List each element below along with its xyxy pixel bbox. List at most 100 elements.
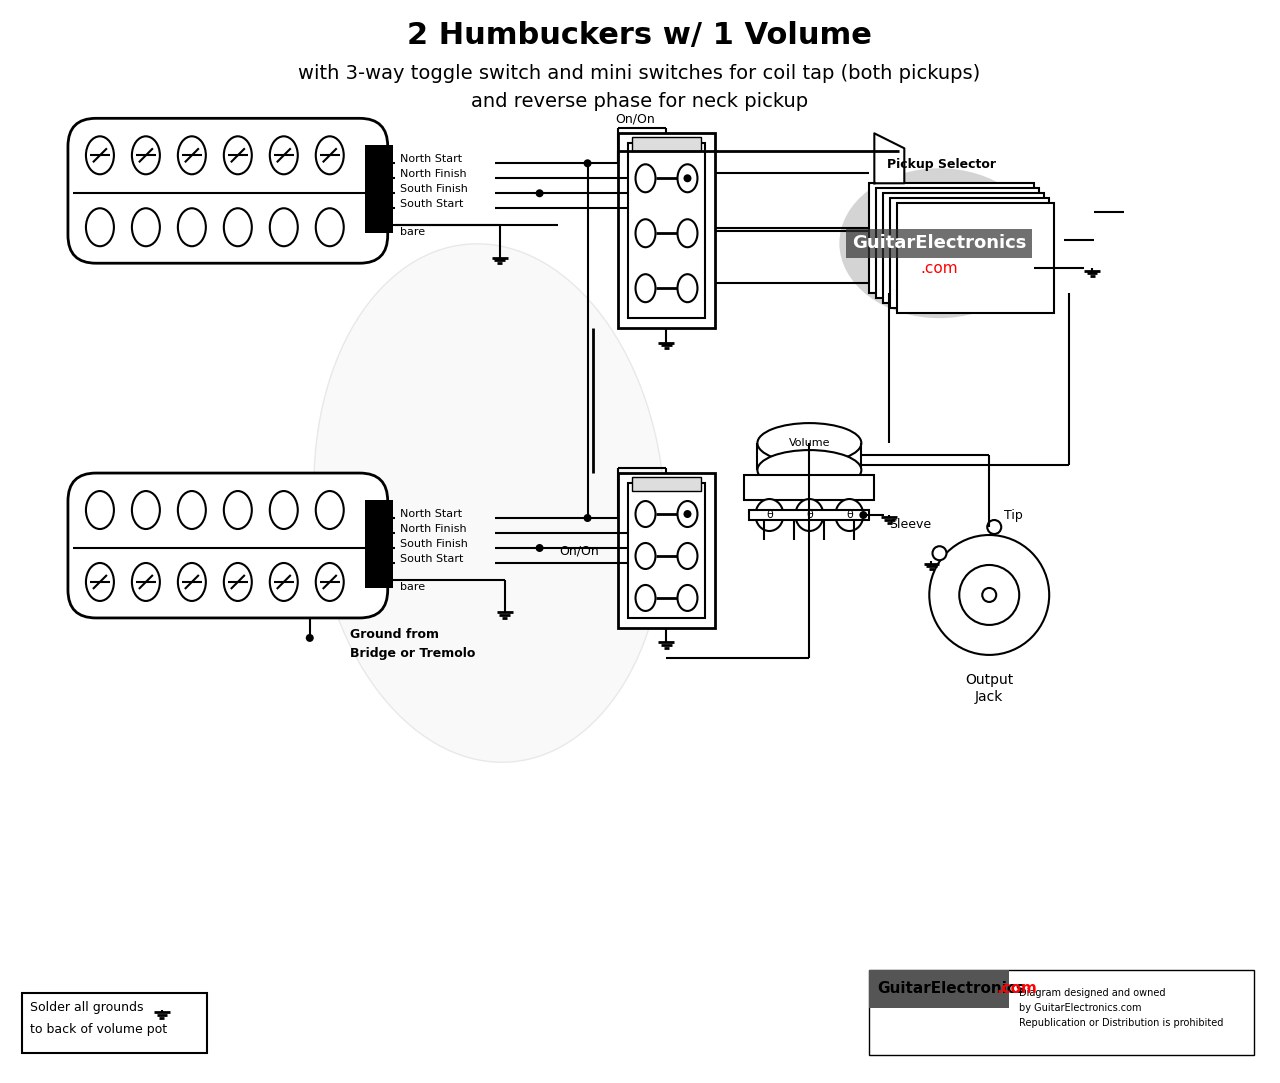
Text: θ: θ (765, 510, 773, 520)
Ellipse shape (86, 208, 114, 246)
Ellipse shape (314, 244, 666, 762)
Text: θ: θ (806, 510, 813, 520)
Text: Jack: Jack (975, 690, 1004, 704)
Text: GuitarElectronics: GuitarElectronics (877, 981, 1025, 996)
Ellipse shape (677, 274, 698, 302)
Ellipse shape (132, 208, 160, 246)
Bar (877, 188, 1039, 298)
Text: North Finish: North Finish (399, 524, 466, 534)
Ellipse shape (132, 136, 160, 174)
Text: Diagram designed and owned: Diagram designed and owned (1019, 988, 1166, 997)
Bar (869, 969, 1009, 1007)
Text: by GuitarElectronics.com: by GuitarElectronics.com (1019, 1003, 1142, 1013)
Ellipse shape (677, 219, 698, 247)
Ellipse shape (270, 136, 298, 174)
Text: Republication or Distribution is prohibited: Republication or Distribution is prohibi… (1019, 1018, 1224, 1028)
Ellipse shape (758, 451, 861, 490)
Ellipse shape (795, 499, 823, 531)
Ellipse shape (677, 543, 698, 569)
Circle shape (535, 190, 544, 197)
Text: .com: .com (920, 261, 959, 276)
Text: Volume: Volume (788, 439, 831, 448)
Polygon shape (874, 133, 904, 183)
Ellipse shape (224, 563, 252, 601)
Ellipse shape (635, 274, 655, 302)
Ellipse shape (677, 501, 698, 527)
Ellipse shape (635, 543, 655, 569)
Bar (617, 473, 716, 628)
Ellipse shape (840, 168, 1039, 318)
FancyBboxPatch shape (68, 473, 388, 618)
Text: 2 Humbuckers w/ 1 Volume: 2 Humbuckers w/ 1 Volume (407, 21, 872, 50)
Bar (365, 145, 393, 233)
Circle shape (306, 634, 314, 642)
Bar (631, 477, 701, 491)
Ellipse shape (132, 491, 160, 529)
Circle shape (933, 546, 946, 560)
Text: South Finish: South Finish (399, 184, 467, 194)
Text: South Finish: South Finish (399, 539, 467, 549)
Ellipse shape (86, 563, 114, 601)
Ellipse shape (316, 136, 344, 174)
Circle shape (959, 565, 1019, 625)
Bar (631, 138, 701, 152)
Text: On/On: On/On (616, 113, 655, 126)
Bar (869, 183, 1034, 293)
Bar (891, 198, 1048, 308)
Circle shape (859, 511, 868, 519)
Ellipse shape (758, 423, 861, 464)
Ellipse shape (677, 585, 698, 611)
Ellipse shape (132, 563, 160, 601)
Bar (869, 969, 1254, 1055)
Ellipse shape (836, 499, 863, 531)
Text: North Start: North Start (399, 509, 462, 519)
Text: bare: bare (399, 227, 425, 237)
Bar (745, 475, 874, 500)
Text: and reverse phase for neck pickup: and reverse phase for neck pickup (471, 92, 808, 110)
Ellipse shape (86, 136, 114, 174)
Ellipse shape (635, 501, 655, 527)
Text: Bridge or Tremolo: Bridge or Tremolo (349, 647, 475, 660)
Text: θ: θ (846, 510, 852, 520)
Bar (627, 143, 705, 318)
Ellipse shape (224, 208, 252, 246)
Bar (883, 193, 1044, 303)
Text: Output: Output (965, 673, 1014, 687)
Circle shape (982, 588, 996, 602)
Text: South Start: South Start (399, 199, 463, 209)
Ellipse shape (224, 491, 252, 529)
Text: Sleeve: Sleeve (890, 519, 932, 532)
Circle shape (684, 174, 691, 182)
Ellipse shape (178, 208, 206, 246)
Text: On/On: On/On (559, 545, 599, 558)
Ellipse shape (635, 585, 655, 611)
Text: Solder all grounds: Solder all grounds (29, 1001, 143, 1014)
Text: North Start: North Start (399, 154, 462, 165)
Bar (749, 510, 869, 520)
Ellipse shape (635, 219, 655, 247)
Circle shape (987, 520, 1001, 534)
Text: South Start: South Start (399, 554, 463, 564)
Ellipse shape (86, 491, 114, 529)
Ellipse shape (270, 491, 298, 529)
Text: with 3-way toggle switch and mini switches for coil tap (both pickups): with 3-way toggle switch and mini switch… (298, 64, 980, 83)
Ellipse shape (635, 165, 655, 193)
Ellipse shape (270, 208, 298, 246)
Ellipse shape (224, 136, 252, 174)
Bar (617, 133, 716, 328)
Ellipse shape (316, 491, 344, 529)
Ellipse shape (178, 136, 206, 174)
Circle shape (584, 514, 591, 522)
Text: GuitarElectronics: GuitarElectronics (852, 234, 1027, 252)
Ellipse shape (677, 165, 698, 193)
Bar (627, 483, 705, 618)
Ellipse shape (178, 491, 206, 529)
Bar (897, 203, 1053, 313)
Circle shape (535, 544, 544, 552)
Ellipse shape (270, 563, 298, 601)
Text: Ground from: Ground from (349, 628, 439, 641)
Ellipse shape (316, 563, 344, 601)
Ellipse shape (316, 208, 344, 246)
Ellipse shape (755, 499, 783, 531)
Text: Pickup Selector: Pickup Selector (887, 158, 996, 171)
